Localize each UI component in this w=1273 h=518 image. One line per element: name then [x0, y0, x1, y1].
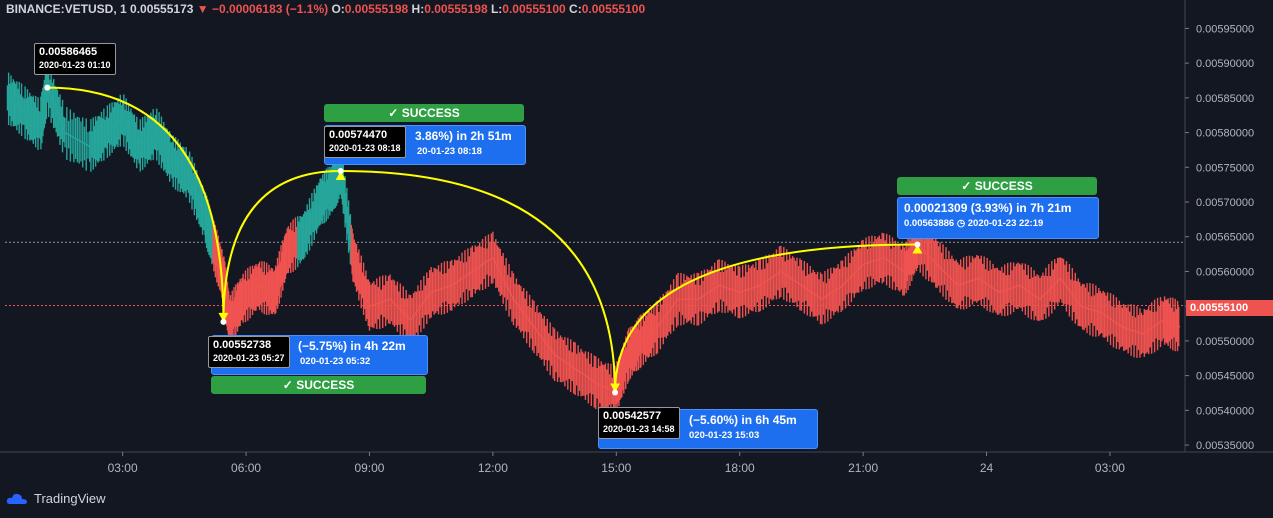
y-tick-label: 0.00550000 [1196, 336, 1254, 348]
close-value: 0.00555100 [581, 2, 646, 16]
y-tick-label: 0.00545000 [1196, 371, 1254, 383]
y-tick-label: 0.00590000 [1196, 58, 1254, 70]
ohlc-legend: BINANCE:VETUSD, 1 0.00555173 ▼ −0.000061… [6, 2, 645, 16]
x-tick-label: 12:00 [478, 461, 508, 475]
high-label: H: [411, 2, 425, 16]
pivot-point [44, 84, 51, 91]
success-badge-3: ✓ SUCCESS [897, 177, 1097, 195]
high-value: 0.00555198 [424, 2, 488, 16]
x-tick-label: 24 [980, 461, 994, 475]
open-label: O: [331, 2, 345, 16]
symbol-label[interactable]: BINANCE:VETUSD, 1 [6, 2, 127, 16]
pivot-point [220, 318, 227, 325]
move-arrow [614, 243, 918, 393]
down-arrow-icon: ▼ [196, 2, 209, 16]
y-tick-label: 0.00585000 [1196, 93, 1254, 105]
open-value: 0.00555198 [344, 2, 409, 16]
current-price-tag: 0.00555100 [1186, 300, 1273, 316]
move-arrow [47, 86, 225, 322]
y-tick-label: 0.00580000 [1196, 128, 1254, 140]
x-tick-label: 21:00 [848, 461, 878, 475]
pivot-point [612, 389, 619, 396]
tooltip-p4: 0.00542577 2020-01-23 14:58 [598, 407, 680, 439]
stat-box-p5: 0.00021309 (3.93%) in 7h 21m 0.00563886 … [897, 197, 1099, 239]
check-icon: ✓ [282, 378, 297, 392]
success-badge-1: ✓ SUCCESS [324, 104, 524, 122]
x-tick-label: 03:00 [108, 461, 138, 475]
pivot-point [337, 167, 344, 174]
low-label: L: [490, 2, 503, 16]
x-tick-label: 15:00 [601, 461, 631, 475]
y-tick-label: 0.00560000 [1196, 266, 1254, 278]
tooltip-p1: 0.00586465 2020-01-23 01:10 [34, 43, 116, 75]
x-tick-label: 09:00 [354, 461, 384, 475]
y-tick-label: 0.00565000 [1196, 232, 1254, 244]
y-tick-label: 0.00570000 [1196, 197, 1254, 209]
check-icon: ✓ [961, 179, 975, 193]
low-value: 0.00555100 [502, 2, 566, 16]
arrow-head [335, 170, 346, 180]
check-icon: ✓ [388, 106, 402, 120]
y-tick-label: 0.00540000 [1196, 405, 1254, 417]
move-arrow [340, 169, 617, 393]
tooltip-p2: 0.00552738 2020-01-23 05:27 [208, 336, 290, 368]
y-tick-label: 0.00575000 [1196, 162, 1254, 174]
x-tick-label: 03:00 [1095, 461, 1125, 475]
move-arrow [222, 169, 341, 322]
close-label: C: [569, 2, 582, 16]
series-line-down [211, 242, 1181, 394]
brand-name: TradingView [34, 490, 106, 506]
x-tick-label: 18:00 [725, 461, 755, 475]
cloud-icon [6, 493, 28, 504]
tooltip-p3: 0.00574470 2020-01-23 08:18 [324, 126, 406, 158]
series-line-up [7, 84, 352, 243]
y-tick-label: 0.00535000 [1196, 440, 1254, 452]
y-tick-label: 0.00595000 [1196, 23, 1254, 35]
x-tick-label: 06:00 [231, 461, 261, 475]
price-change: −0.00006183 (−1.1%) [212, 2, 329, 16]
last-price: 0.00555173 [130, 2, 194, 16]
arrow-head [912, 244, 923, 254]
tradingview-logo[interactable]: TradingView [6, 490, 106, 506]
success-badge-2: ✓ SUCCESS [211, 376, 426, 394]
pivot-point [914, 241, 921, 248]
